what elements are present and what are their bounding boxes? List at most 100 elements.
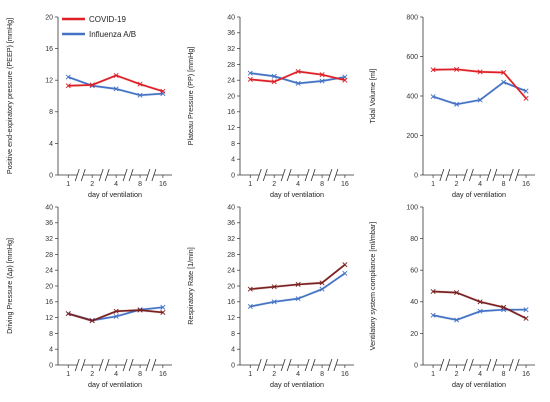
- data-point: [477, 69, 483, 75]
- data-point: [295, 281, 301, 287]
- data-point-cross: [247, 304, 253, 310]
- y-tick-label: 12: [227, 125, 235, 132]
- data-point: [160, 88, 166, 94]
- x-tick-label: 2: [90, 371, 94, 378]
- x-tick-label: 8: [138, 371, 142, 378]
- data-point-cross: [501, 79, 507, 85]
- y-axis-title: Ventilatory system compliance [ml/mbar]: [368, 222, 377, 351]
- data-point-cross: [137, 92, 143, 98]
- y-tick-label: 0: [414, 362, 418, 369]
- x-axis-title: day of ventilation: [452, 380, 506, 389]
- x-tick-label: 8: [138, 181, 142, 188]
- data-point-cross: [501, 304, 507, 310]
- data-point: [319, 280, 325, 286]
- y-axis-title: Driving Pressure (Δp) [mmHg]: [5, 238, 14, 334]
- x-axis-title: day of ventilation: [452, 190, 506, 199]
- data-point-cross: [477, 299, 483, 305]
- data-point: [137, 307, 143, 313]
- axis-break-mark: [327, 358, 333, 372]
- x-tick-label: 8: [502, 371, 506, 378]
- y-tick-label: 4: [49, 347, 53, 354]
- y-tick-label: 16: [227, 299, 235, 306]
- y-tick-label: 20: [410, 331, 418, 338]
- axis-break-mark: [462, 168, 468, 182]
- data-point: [523, 95, 529, 101]
- y-tick-label: 200: [406, 133, 418, 140]
- data-point: [523, 307, 529, 313]
- data-point-cross: [523, 315, 529, 321]
- axis-break-mark: [98, 168, 104, 182]
- y-tick-label: 8: [231, 141, 235, 148]
- axis-break-mark: [256, 358, 262, 372]
- y-tick-label: 12: [45, 315, 53, 322]
- series-line-0: [433, 68, 527, 99]
- data-point-cross: [247, 76, 253, 82]
- y-tick-label: 32: [45, 236, 53, 243]
- y-tick-label: 4: [231, 347, 235, 354]
- data-point-cross: [65, 74, 71, 80]
- y-tick-label: 0: [49, 172, 53, 179]
- y-tick-label: 36: [227, 30, 235, 37]
- y-tick-label: 4: [49, 141, 53, 148]
- y-tick-label: 20: [45, 14, 53, 21]
- data-point-cross: [137, 307, 143, 313]
- data-point-cross: [65, 83, 71, 89]
- data-point-cross: [342, 270, 348, 276]
- data-point-cross: [137, 81, 143, 87]
- data-point: [319, 286, 325, 292]
- series-line-1: [250, 272, 346, 308]
- data-point: [160, 304, 166, 310]
- x-tick-label: 4: [114, 371, 118, 378]
- x-tick-label: 4: [478, 181, 482, 188]
- axis-break-mark: [327, 168, 333, 182]
- data-point: [113, 313, 119, 319]
- data-point-cross: [160, 309, 166, 315]
- x-tick-label: 16: [341, 371, 349, 378]
- data-point: [295, 68, 301, 75]
- data-point: [137, 81, 143, 87]
- data-point-cross: [430, 289, 436, 295]
- data-point: [295, 296, 301, 302]
- axis-break-mark: [104, 168, 110, 182]
- y-tick-label: 8: [49, 331, 53, 338]
- data-point-cross: [89, 82, 95, 88]
- axis-break-mark: [122, 358, 128, 372]
- axis-break-mark: [98, 358, 104, 372]
- y-tick-label: 4: [231, 157, 235, 164]
- x-tick-label: 16: [341, 181, 349, 188]
- data-point: [342, 262, 348, 268]
- x-tick-label: 8: [502, 181, 506, 188]
- legend-label: COVID-19: [89, 15, 126, 24]
- data-point: [295, 80, 301, 86]
- y-axis-title: Plateau Pressure (PP) [mmHg]: [186, 47, 195, 146]
- data-point-cross: [342, 77, 348, 83]
- data-point-cross: [523, 88, 529, 94]
- data-point: [477, 97, 483, 103]
- x-tick-label: 8: [320, 371, 324, 378]
- y-tick-label: 24: [227, 268, 235, 275]
- axis-break-mark: [286, 168, 292, 182]
- axis-break-mark: [80, 168, 86, 182]
- data-point: [113, 72, 119, 78]
- data-point-cross: [247, 286, 253, 292]
- y-tick-label: 20: [227, 93, 235, 100]
- axis-break-mark: [508, 168, 514, 182]
- data-point: [89, 82, 95, 88]
- y-tick-label: 40: [227, 14, 235, 21]
- y-axis-title: Respiratory Rate [1/min]: [186, 247, 195, 325]
- y-tick-label: 800: [406, 14, 418, 21]
- y-tick-label: 32: [227, 46, 235, 53]
- data-point: [65, 74, 71, 80]
- axis-break-mark: [462, 358, 468, 372]
- data-point: [430, 289, 436, 295]
- x-axis-title: day of ventilation: [88, 190, 142, 199]
- axis-break-mark: [104, 358, 110, 372]
- axis-break-mark: [445, 168, 451, 182]
- axis-break-mark: [145, 358, 151, 372]
- x-tick-label: 16: [159, 181, 167, 188]
- data-point-cross: [430, 67, 436, 73]
- series-band-0: [433, 290, 527, 320]
- x-tick-label: 1: [248, 371, 252, 378]
- data-point-cross: [295, 296, 301, 302]
